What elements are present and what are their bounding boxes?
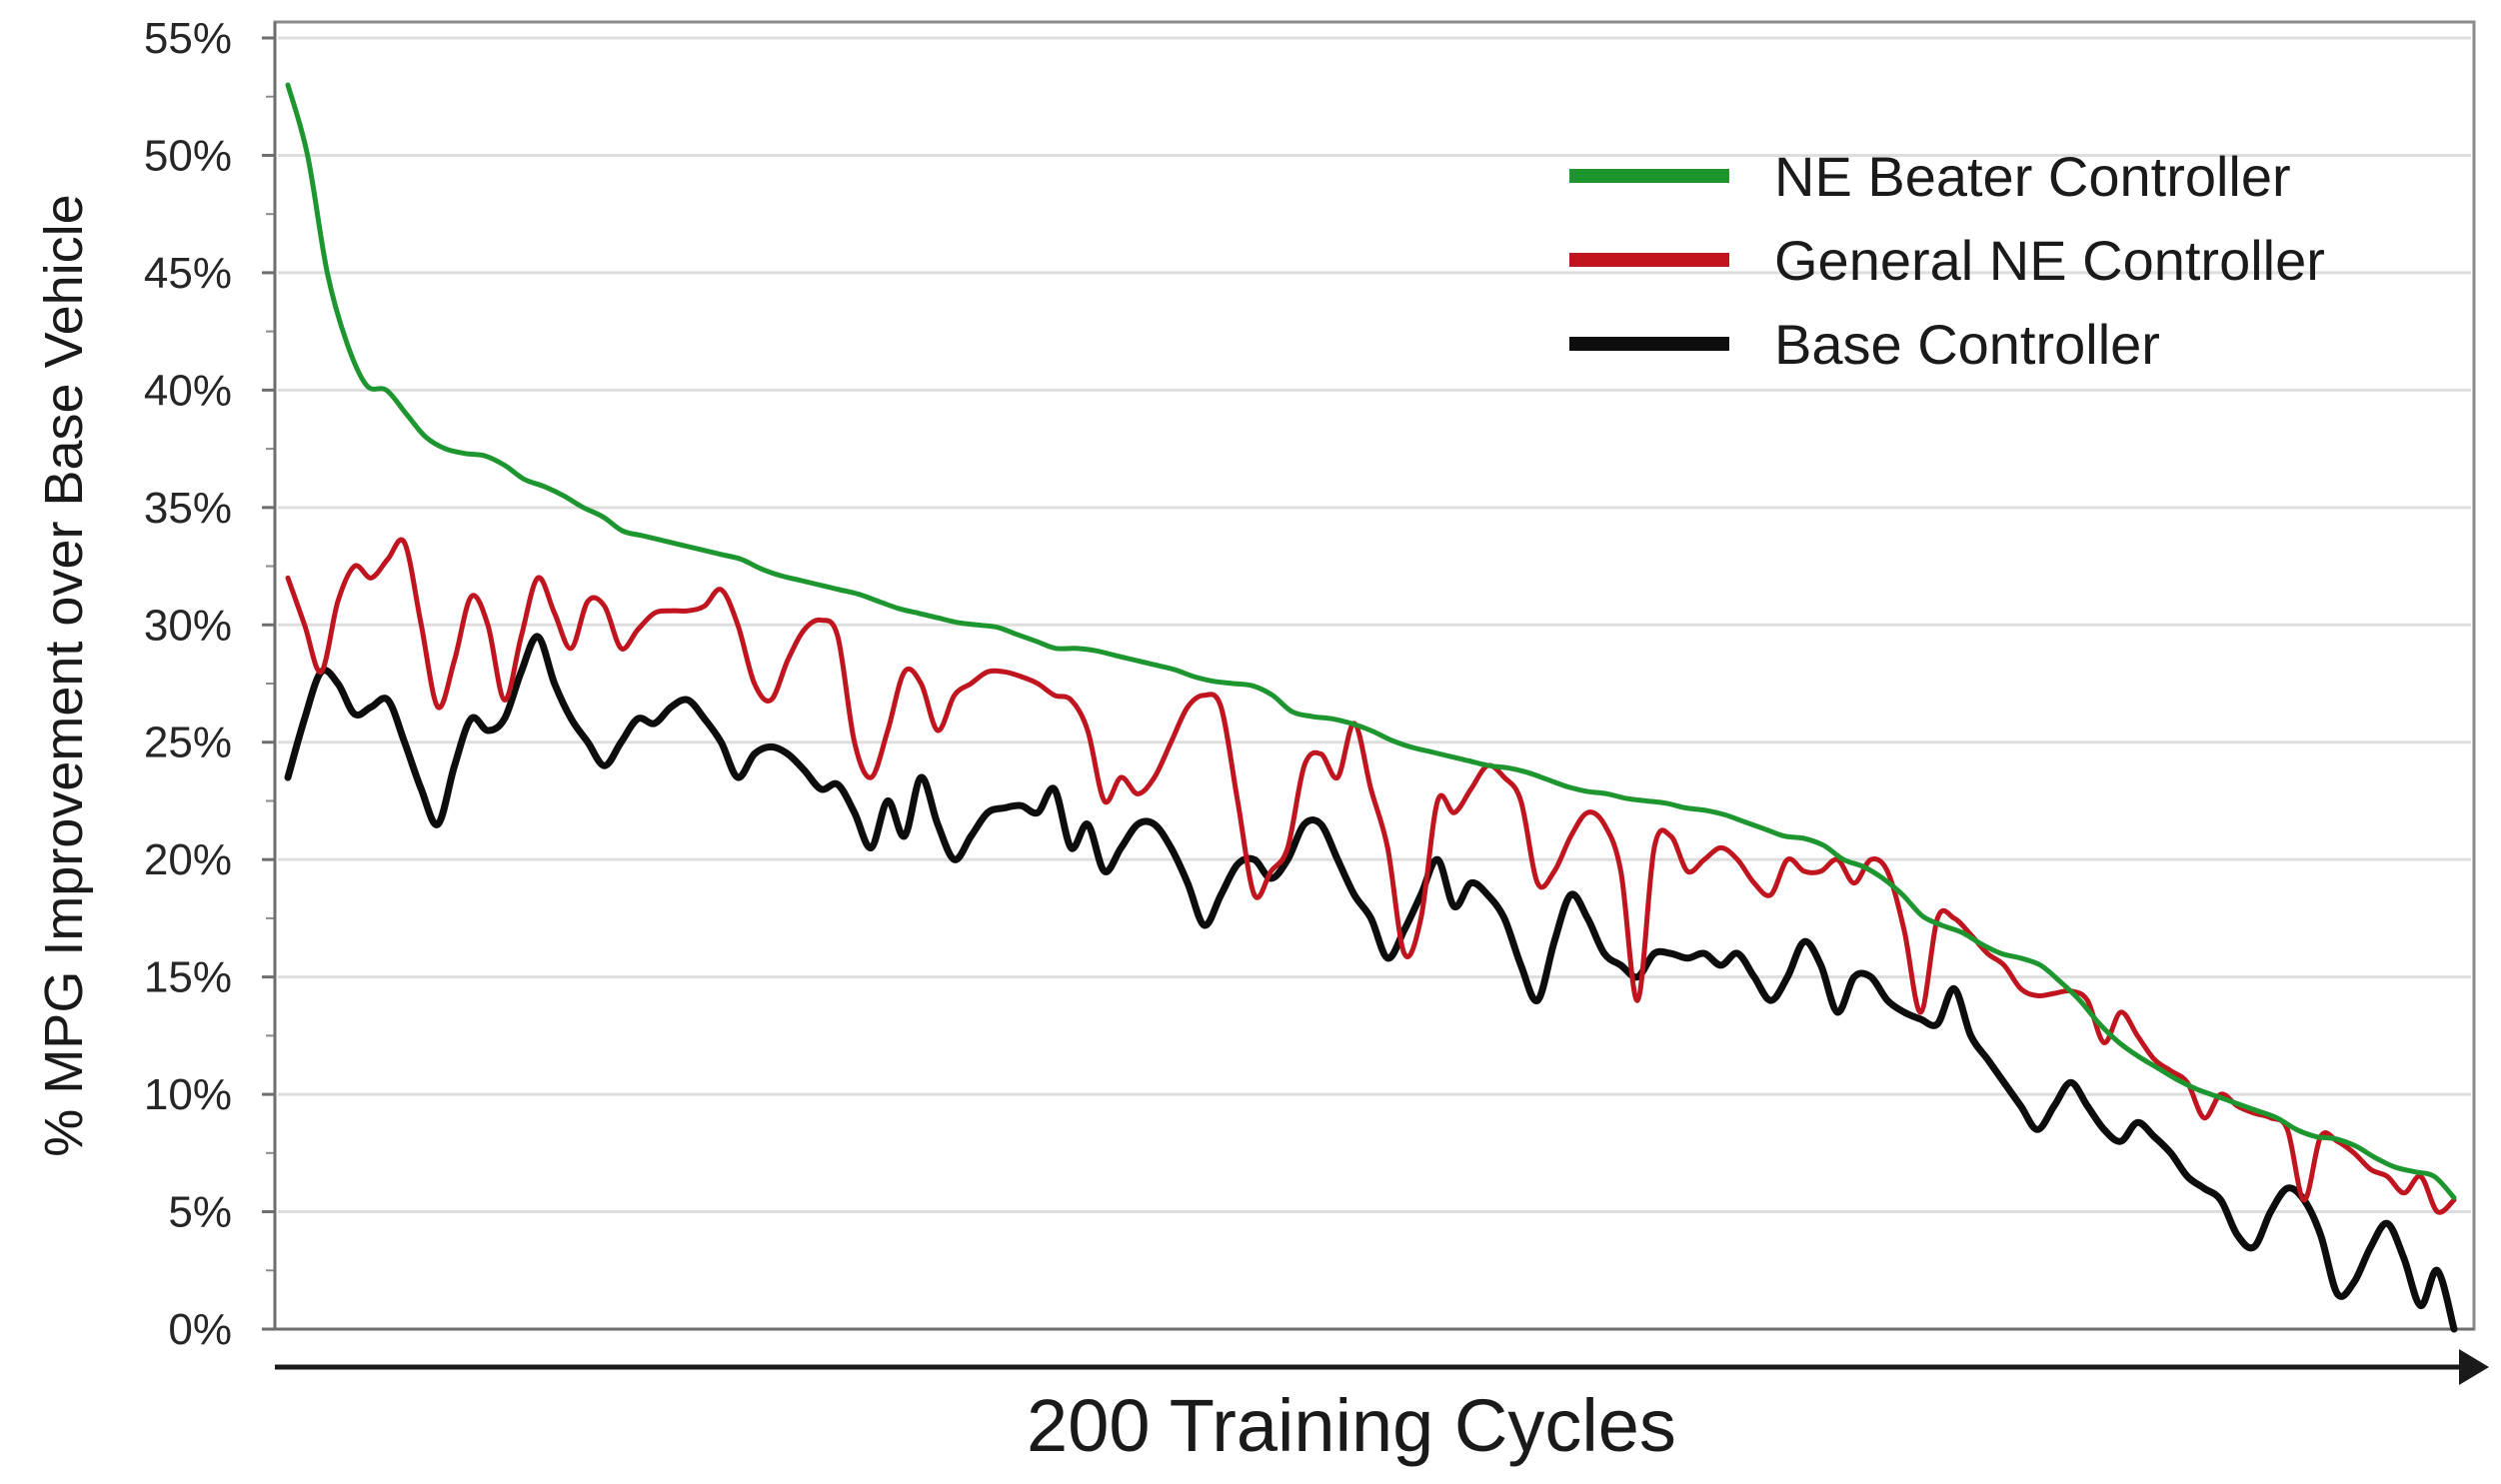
legend-label-base: Base Controller bbox=[1774, 313, 2160, 376]
ne-beater-line bbox=[285, 82, 2457, 1200]
y-tick-label: 5% bbox=[168, 1188, 232, 1237]
x-axis-arrow-head bbox=[2459, 1349, 2489, 1385]
y-axis-ticks: 0% 5% 10% 15% 20% 25% 30% 35% 40% 45% 50% 55% bbox=[144, 14, 275, 1354]
legend-label-ne-beater: NE Beater Controller bbox=[1774, 145, 2291, 208]
plot-frame bbox=[273, 20, 2476, 1331]
data-series bbox=[284, 82, 2458, 1333]
base-controller-line bbox=[284, 633, 2458, 1333]
y-tick-label: 30% bbox=[144, 601, 232, 650]
y-tick-label: 35% bbox=[144, 484, 232, 533]
y-axis-label: % MPG Improvement over Base Vehicle bbox=[34, 194, 94, 1156]
legend: NE Beater Controller General NE Controll… bbox=[1569, 145, 2325, 376]
y-tick-label: 45% bbox=[144, 249, 232, 298]
general-ne-line bbox=[285, 537, 2457, 1215]
y-tick-label: 10% bbox=[144, 1070, 232, 1119]
y-tick-label: 25% bbox=[144, 719, 232, 767]
y-tick-label: 50% bbox=[144, 131, 232, 180]
y-tick-label: 15% bbox=[144, 953, 232, 1002]
y-tick-label: 20% bbox=[144, 835, 232, 884]
y-tick-label: 40% bbox=[144, 366, 232, 415]
legend-label-general-ne: General NE Controller bbox=[1774, 229, 2325, 292]
y-tick-label: 55% bbox=[144, 14, 232, 63]
y-tick-label: 0% bbox=[168, 1305, 232, 1354]
x-axis-label: 200 Training Cycles bbox=[1027, 1384, 1676, 1467]
